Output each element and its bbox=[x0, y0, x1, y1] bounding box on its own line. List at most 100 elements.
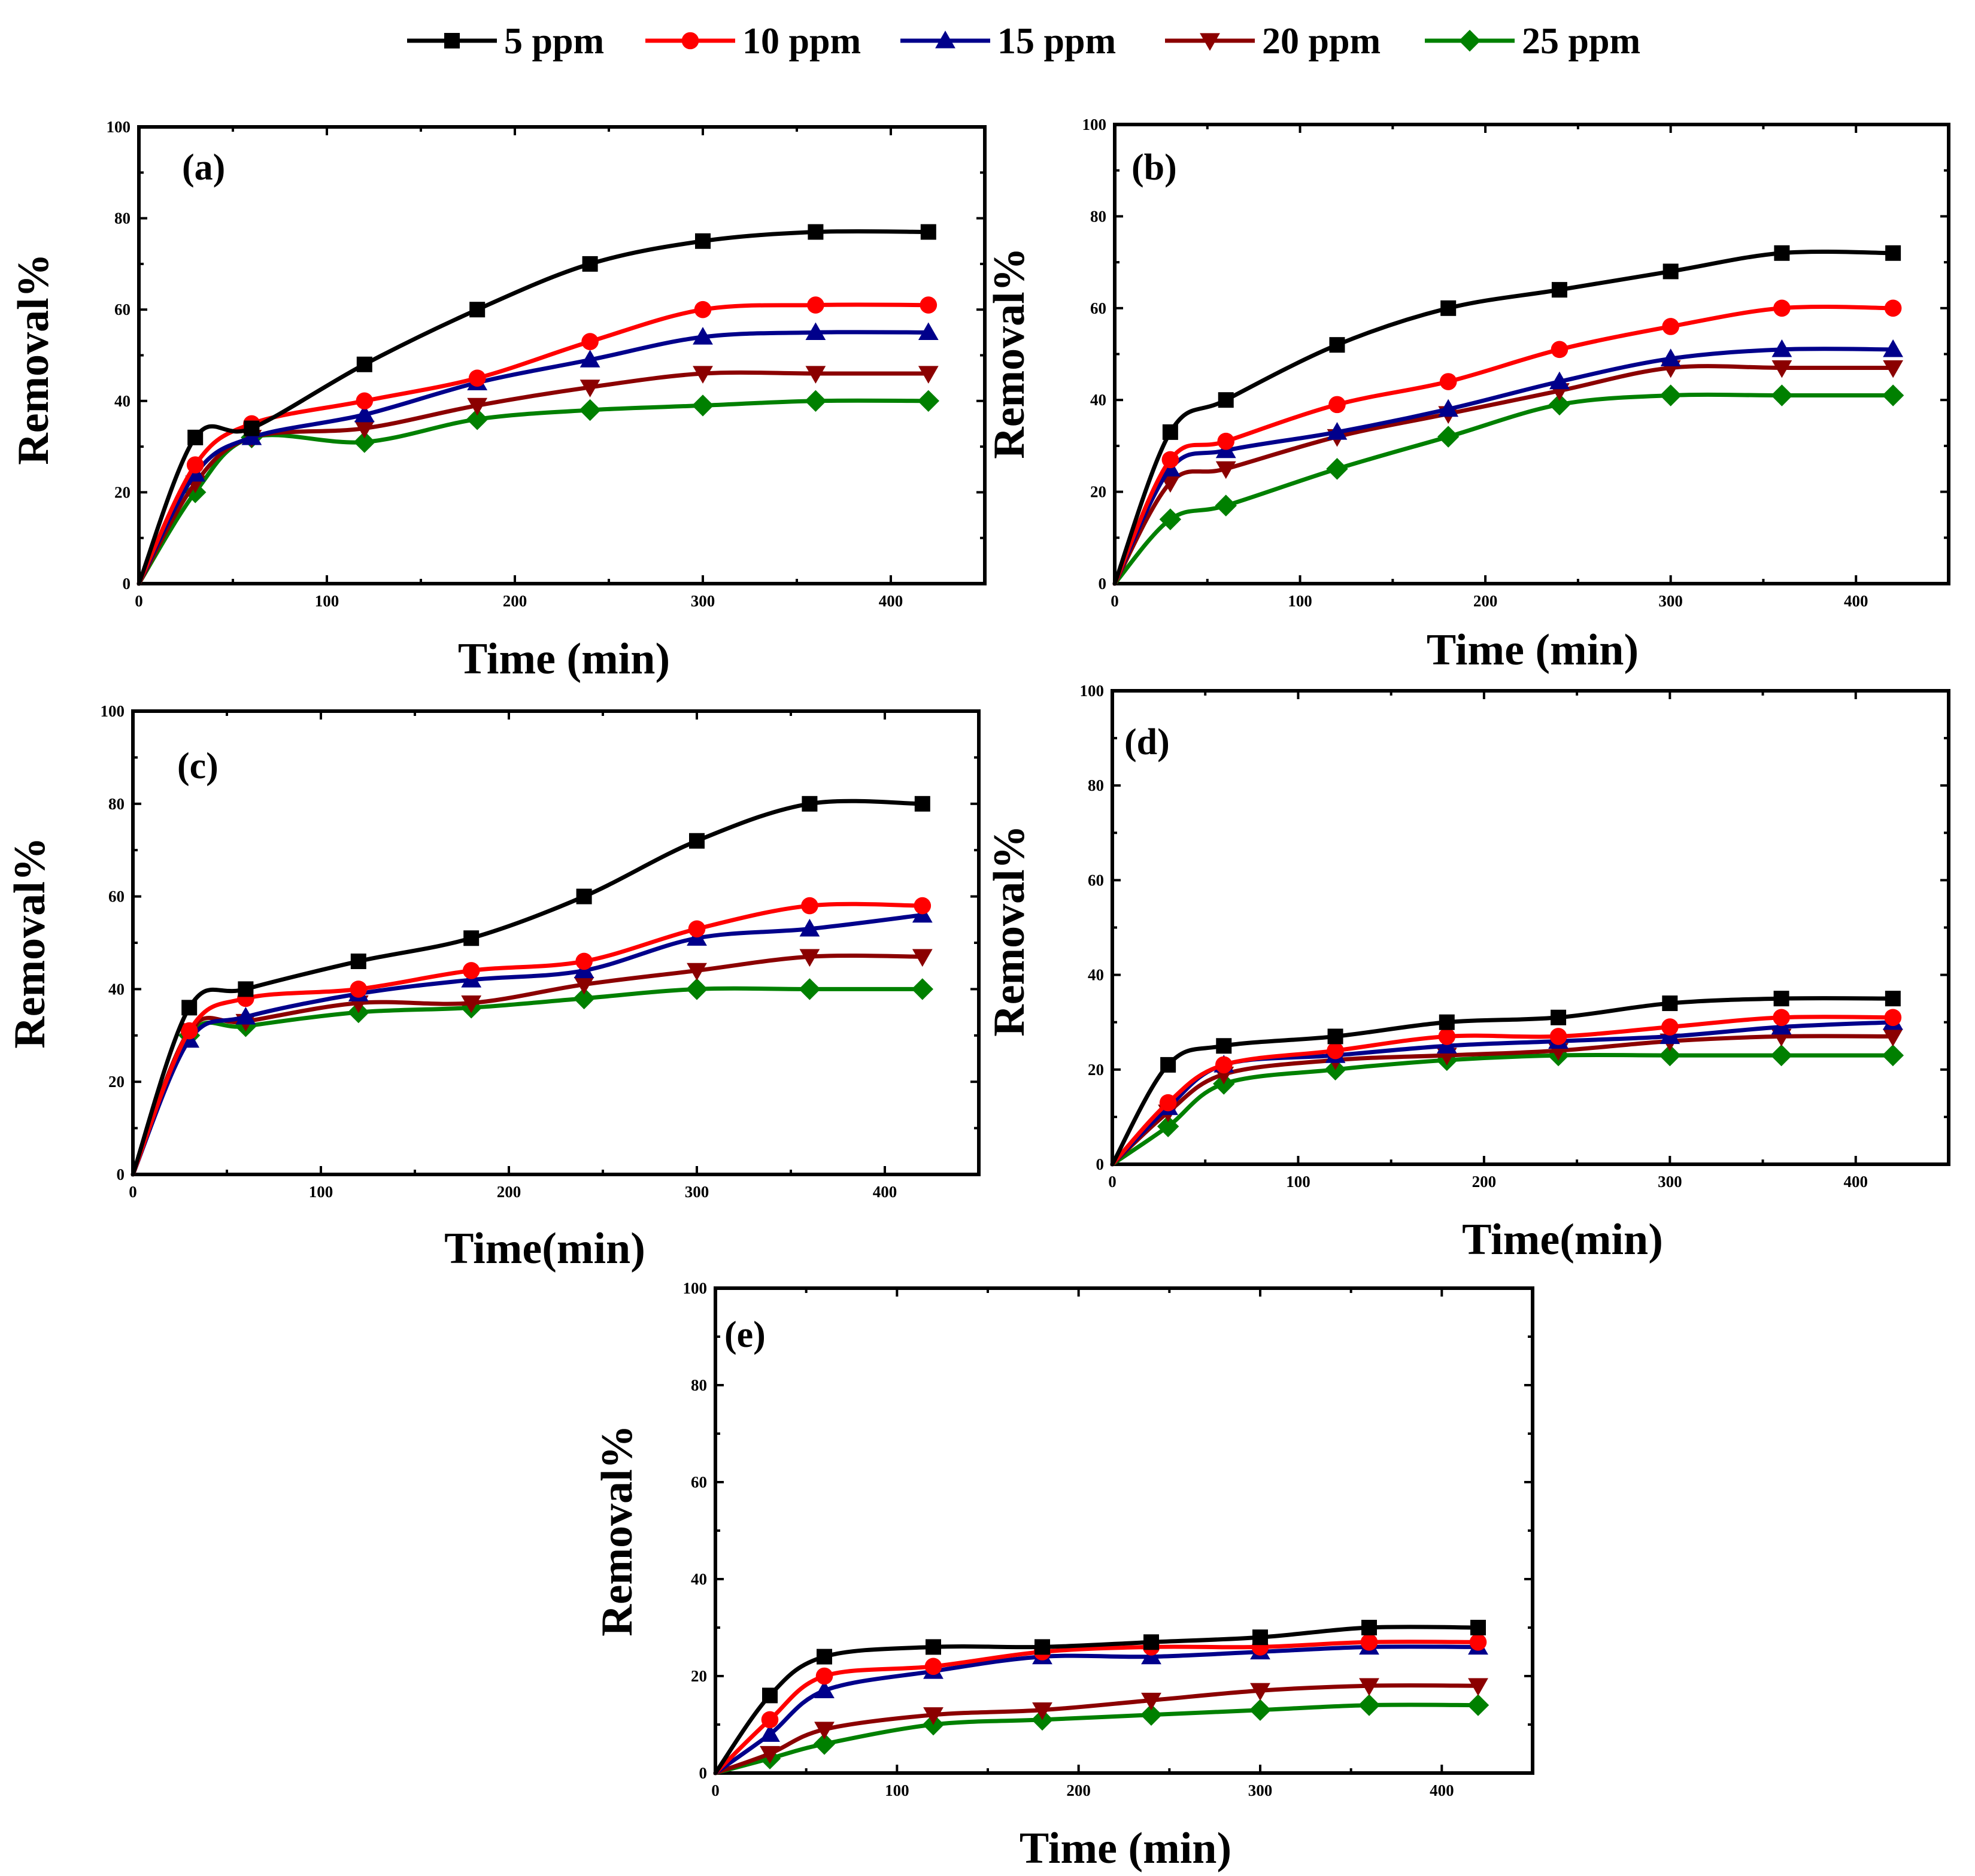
data-point bbox=[689, 833, 705, 849]
data-point bbox=[911, 978, 933, 1000]
x-tick-label: 200 bbox=[497, 1183, 521, 1201]
panel-label: (c) bbox=[177, 746, 219, 787]
data-point bbox=[799, 949, 820, 967]
data-point bbox=[1771, 384, 1793, 406]
data-point bbox=[1885, 991, 1901, 1007]
data-point bbox=[760, 1746, 780, 1764]
x-tick-label: 0 bbox=[711, 1781, 720, 1799]
x-tick-label: 300 bbox=[1658, 1173, 1682, 1191]
series-15-ppm bbox=[136, 322, 939, 586]
series-20-ppm bbox=[713, 1678, 1488, 1775]
data-point bbox=[1883, 360, 1904, 378]
data-point bbox=[1140, 1704, 1163, 1726]
series-line bbox=[713, 1702, 1481, 1775]
x-tick-label: 0 bbox=[1111, 592, 1119, 610]
data-point bbox=[1885, 245, 1901, 261]
series-5-ppm bbox=[131, 796, 930, 1177]
data-point bbox=[1468, 1678, 1488, 1696]
y-axis-title: Removal% bbox=[593, 1425, 642, 1637]
x-tick-label: 100 bbox=[885, 1781, 909, 1799]
legend-marker bbox=[1458, 29, 1481, 52]
data-point bbox=[1883, 339, 1904, 357]
data-point bbox=[1661, 1018, 1679, 1036]
x-tick-label: 400 bbox=[1844, 592, 1868, 610]
panel-b: 0 100 200 300 400 0 20 40 60 80 100 Time (min) Remov… bbox=[985, 116, 1950, 675]
plot-frame bbox=[131, 709, 981, 1176]
y-tick-label: 20 bbox=[1088, 1061, 1104, 1079]
data-point bbox=[1359, 1678, 1379, 1696]
data-point bbox=[1469, 1634, 1487, 1651]
data-point bbox=[687, 963, 707, 981]
data-point bbox=[1659, 1044, 1681, 1067]
legend-item-25-ppm: 25 ppm bbox=[1425, 21, 1640, 62]
data-point bbox=[1034, 1639, 1050, 1655]
legend-item-15-ppm: 15 ppm bbox=[900, 21, 1116, 62]
data-point bbox=[238, 981, 254, 997]
data-point bbox=[688, 920, 706, 938]
data-point bbox=[926, 1639, 941, 1655]
series-10-ppm bbox=[131, 897, 932, 1177]
x-tick-label: 100 bbox=[1288, 592, 1312, 610]
y-tick-label: 60 bbox=[691, 1473, 707, 1491]
data-point bbox=[817, 1649, 832, 1665]
series-line bbox=[1112, 392, 1895, 586]
data-point bbox=[1358, 1694, 1381, 1716]
axis-ticks bbox=[138, 126, 986, 585]
data-point bbox=[1549, 371, 1570, 390]
data-point bbox=[575, 952, 593, 970]
series-line bbox=[713, 1644, 1481, 1775]
data-point bbox=[463, 930, 480, 946]
data-point bbox=[1143, 1634, 1159, 1650]
data-point bbox=[685, 978, 708, 1000]
x-tick-label: 0 bbox=[135, 592, 143, 610]
y-tick-label: 0 bbox=[117, 1165, 125, 1183]
data-point bbox=[814, 1680, 835, 1698]
data-point bbox=[1249, 1699, 1272, 1721]
x-axis-title: Time (min) bbox=[1020, 1824, 1231, 1873]
data-point bbox=[1141, 1692, 1161, 1711]
x-tick-label: 200 bbox=[1066, 1781, 1091, 1799]
data-point bbox=[1361, 1620, 1377, 1635]
data-point bbox=[581, 333, 599, 350]
y-tick-label: 100 bbox=[1080, 682, 1105, 700]
legend-item-5-ppm: 5 ppm bbox=[407, 21, 604, 62]
legend-item-20-ppm: 20 ppm bbox=[1165, 21, 1381, 62]
data-point bbox=[808, 224, 824, 240]
y-tick-label: 60 bbox=[1088, 871, 1104, 889]
data-point bbox=[920, 296, 938, 314]
data-point bbox=[468, 369, 486, 387]
panel-label: (b) bbox=[1131, 147, 1177, 188]
y-tick-label: 100 bbox=[107, 118, 131, 136]
data-point bbox=[1551, 282, 1567, 298]
data-point bbox=[1327, 1042, 1344, 1060]
series-25-ppm bbox=[1112, 384, 1904, 586]
x-axis-title: Time (min) bbox=[1427, 626, 1639, 675]
plot-frame bbox=[714, 1286, 1534, 1775]
data-point bbox=[1437, 426, 1460, 448]
y-tick-label: 20 bbox=[108, 1073, 125, 1091]
axis-ticks bbox=[1111, 690, 1950, 1165]
x-tick-label: 200 bbox=[503, 592, 527, 610]
data-point bbox=[1771, 339, 1792, 357]
data-point bbox=[350, 981, 368, 998]
x-tick-label: 300 bbox=[1248, 1781, 1273, 1799]
x-tick-label: 300 bbox=[685, 1183, 709, 1201]
data-point bbox=[1218, 392, 1234, 408]
series-line bbox=[1110, 1052, 1895, 1167]
data-point bbox=[1216, 1038, 1232, 1054]
data-point bbox=[241, 427, 262, 445]
data-point bbox=[1470, 1620, 1486, 1635]
series-20-ppm bbox=[136, 366, 939, 586]
legend-marker bbox=[681, 32, 699, 50]
data-point bbox=[469, 302, 486, 318]
data-point bbox=[912, 949, 933, 967]
legend-marker bbox=[444, 33, 460, 48]
y-tick-label: 100 bbox=[1082, 116, 1107, 133]
y-tick-label: 40 bbox=[1088, 966, 1104, 984]
axis-ticks bbox=[132, 710, 980, 1176]
y-tick-label: 60 bbox=[114, 300, 131, 318]
data-point bbox=[695, 233, 711, 249]
data-point bbox=[918, 366, 939, 384]
y-tick-label: 60 bbox=[1090, 299, 1106, 317]
data-point bbox=[1662, 318, 1679, 335]
